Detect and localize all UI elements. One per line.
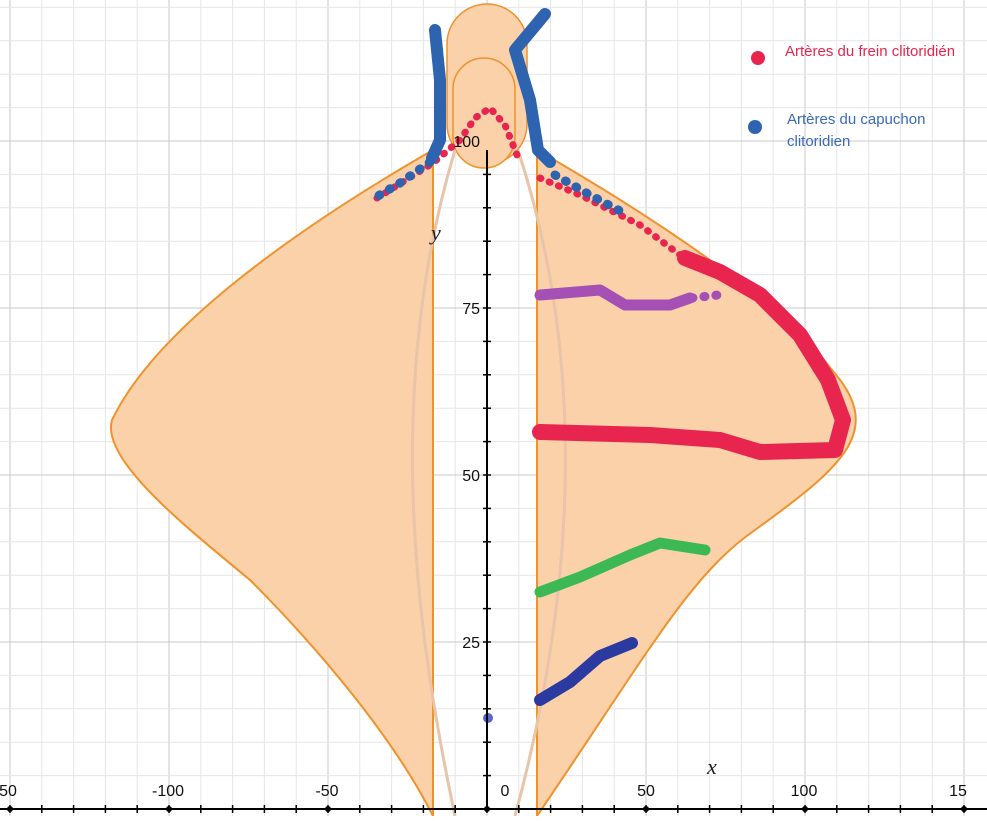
blue-artery (509, 8, 556, 168)
blue-dots (550, 170, 627, 217)
legend-label: Artères du frein clitoridién (785, 43, 955, 60)
x-tick-label: -50 (315, 783, 338, 800)
red-dots (536, 174, 684, 259)
y-tick-label: 25 (462, 635, 480, 652)
x-tick-label: 0 (501, 783, 510, 800)
x-axis-label: x (706, 754, 717, 779)
green-artery (534, 537, 711, 598)
legend-marker (751, 51, 765, 65)
blue-dots (373, 157, 435, 201)
x-tick-label: -100 (152, 783, 184, 800)
y-tick-label: 100 (453, 134, 480, 151)
left-lip (109, 148, 434, 817)
x-tick-label: 100 (791, 783, 818, 800)
legend-label: clitoridien (787, 133, 850, 150)
axes: 50 -100 -50 0 50 100 15 25 50 75 100 (0, 134, 987, 813)
blue-artery (426, 24, 446, 164)
legend-marker (748, 120, 762, 134)
x-tick-label: 15 (949, 783, 967, 800)
legend: Artères du frein clitoridién Artères du … (748, 43, 955, 150)
navy-artery (534, 637, 638, 706)
red-dots (373, 104, 521, 202)
y-tick-label: 75 (462, 301, 480, 318)
anatomy-shape (109, 3, 857, 820)
purple-artery (534, 284, 696, 311)
vessels (373, 8, 851, 723)
legend-label: Artères du capuchon (787, 111, 925, 128)
y-tick-label: 50 (462, 468, 480, 485)
x-tick-label: 50 (637, 783, 655, 800)
purple-dots (687, 290, 723, 303)
right-lip (536, 148, 857, 820)
inner-edge (410, 149, 567, 817)
red-artery (532, 250, 851, 460)
x-tick-label: 50 (0, 783, 17, 800)
y-axis-label: y (429, 220, 441, 245)
